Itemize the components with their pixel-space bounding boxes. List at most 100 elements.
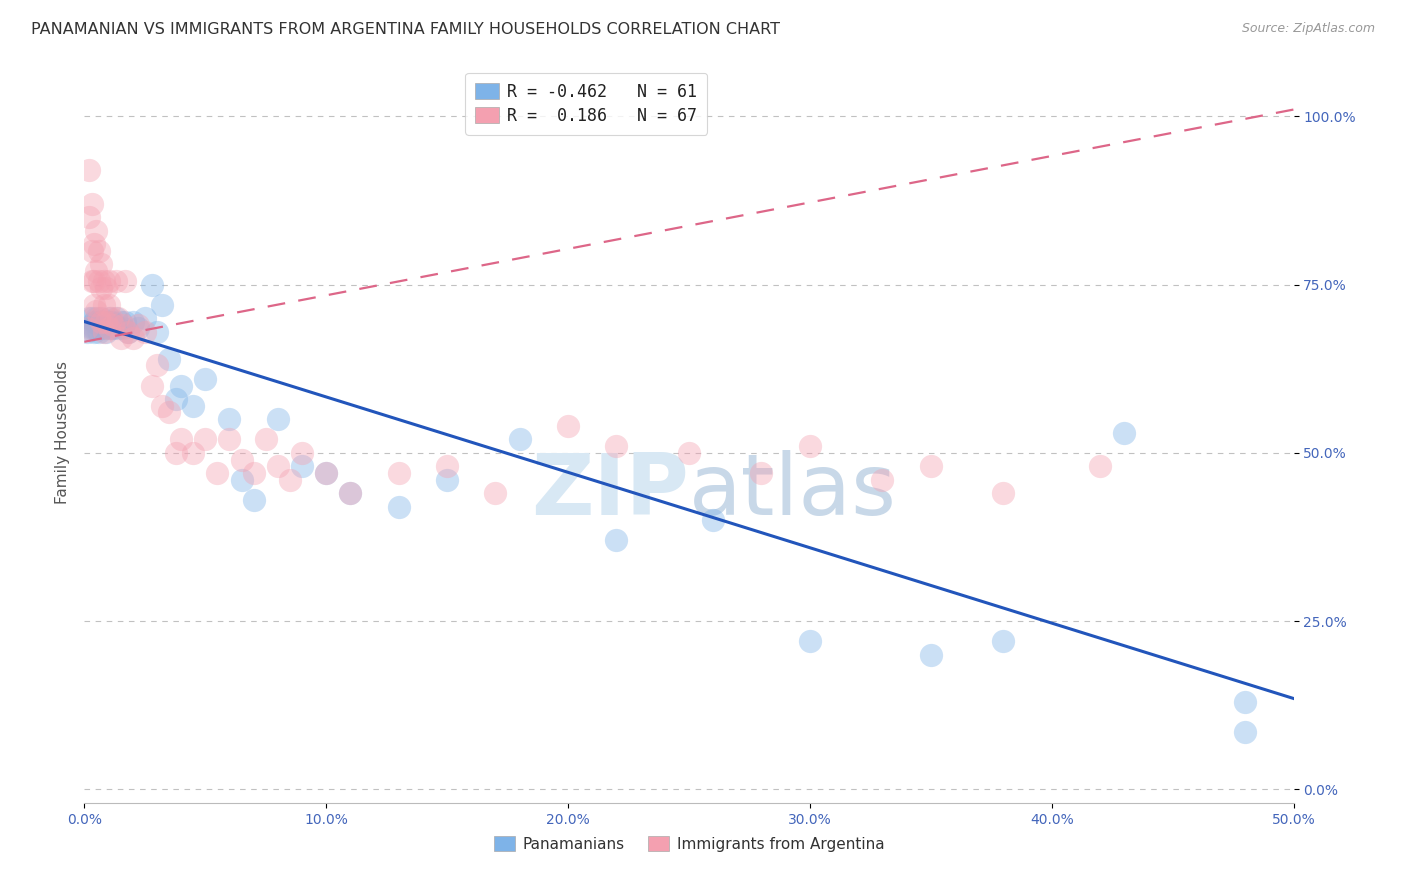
Point [170,433,193,447]
Point [242,466,264,480]
Point [170,378,193,392]
Point [90,315,112,329]
Point [218,412,240,426]
Text: ZIP: ZIP [531,450,689,533]
Point [83,298,105,312]
Point [93,321,115,335]
Point [80,311,103,326]
Point [90,311,112,326]
Point [134,325,156,339]
Point [436,473,458,487]
Point [1234,695,1257,709]
Point [751,466,773,480]
Point [77,311,100,326]
Point [141,277,163,292]
Point [872,473,894,487]
Point [127,318,149,332]
Point [94,281,117,295]
Point [1088,459,1111,474]
Point [114,315,136,329]
Point [90,321,112,335]
Point [97,298,120,312]
Point [90,315,112,329]
Point [146,325,169,339]
Point [134,311,156,326]
Point [150,399,173,413]
Point [97,274,120,288]
Point [231,452,253,467]
Point [315,466,337,480]
Point [605,533,627,548]
Point [86,315,108,329]
Point [194,372,217,386]
Point [87,325,110,339]
Point [104,274,127,288]
Point [86,224,108,238]
Point [291,459,314,474]
Point [1114,425,1136,440]
Point [436,459,458,474]
Point [799,634,821,648]
Point [83,325,105,339]
Point [993,634,1015,648]
Point [127,321,149,335]
Point [181,446,204,460]
Point [920,648,942,662]
Point [103,321,125,335]
Text: PANAMANIAN VS IMMIGRANTS FROM ARGENTINA FAMILY HOUSEHOLDS CORRELATION CHART: PANAMANIAN VS IMMIGRANTS FROM ARGENTINA … [31,22,780,37]
Point [93,315,115,329]
Point [117,325,139,339]
Point [110,315,132,329]
Point [76,325,98,339]
Point [97,315,120,329]
Point [112,318,135,332]
Point [157,351,180,366]
Point [97,321,120,335]
Point [86,264,108,278]
Point [77,163,100,178]
Point [80,274,103,288]
Point [146,359,169,373]
Point [1234,725,1257,739]
Point [218,433,240,447]
Point [484,486,506,500]
Point [920,459,942,474]
Point [605,439,627,453]
Point [100,321,122,335]
Point [165,392,187,406]
Point [388,500,411,514]
Point [121,315,143,329]
Point [678,446,700,460]
Y-axis label: Family Households: Family Households [55,361,70,504]
Point [121,331,143,345]
Point [702,513,724,527]
Point [86,311,108,326]
Point [557,418,579,433]
Point [267,412,290,426]
Point [339,486,361,500]
Point [107,321,129,335]
Point [93,274,115,288]
Point [80,244,103,258]
Point [83,237,105,252]
Point [194,433,217,447]
Point [93,325,115,339]
Point [83,274,105,288]
Point [77,211,100,225]
Point [86,321,108,335]
Point [103,318,125,332]
Point [117,325,139,339]
Point [97,321,120,335]
Point [86,304,108,318]
Point [93,298,115,312]
Point [76,321,98,335]
Point [993,486,1015,500]
Point [388,466,411,480]
Point [242,492,264,507]
Point [87,311,110,326]
Text: Source: ZipAtlas.com: Source: ZipAtlas.com [1241,22,1375,36]
Point [254,433,277,447]
Point [150,298,173,312]
Point [339,486,361,500]
Point [100,315,122,329]
